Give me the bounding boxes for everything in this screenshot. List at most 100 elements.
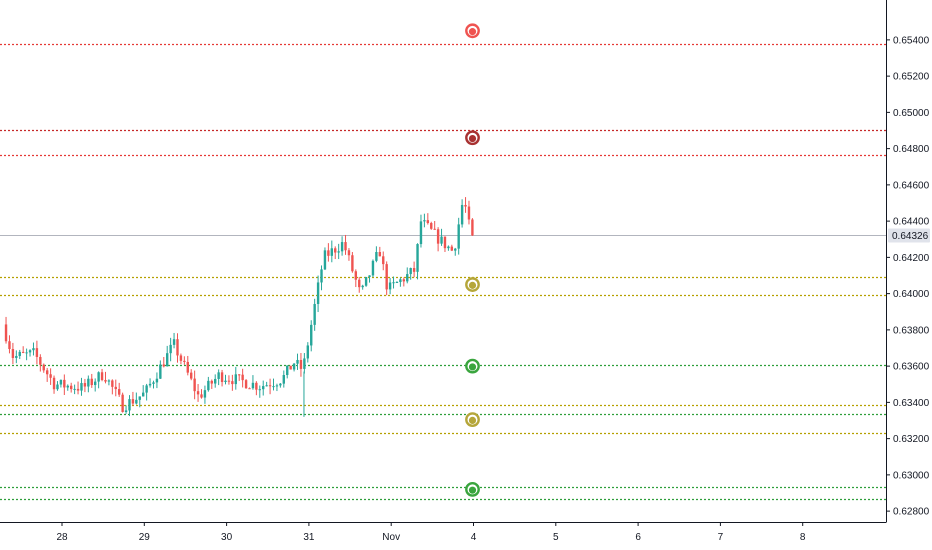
candle: [371, 259, 375, 278]
candle: [114, 379, 117, 397]
candle: [45, 367, 49, 382]
level-marker[interactable]: [465, 277, 480, 292]
candle: [406, 267, 409, 284]
level-marker[interactable]: [465, 481, 480, 497]
candle: [419, 214, 423, 248]
candle-body: [8, 341, 11, 350]
candle: [104, 371, 107, 384]
price-tick-label: 0.64600: [893, 180, 930, 191]
candle: [100, 368, 104, 382]
candle: [454, 247, 457, 256]
candle-body: [224, 380, 227, 382]
candle: [368, 275, 371, 283]
candle-body: [142, 392, 145, 397]
candle: [310, 320, 313, 352]
candle-body: [412, 268, 416, 272]
price-tick-label: 0.62800: [893, 507, 930, 518]
candle: [334, 246, 337, 260]
candle: [320, 265, 323, 291]
candle: [107, 379, 111, 386]
candle: [18, 349, 21, 360]
candle: [296, 353, 299, 370]
candle: [375, 246, 378, 263]
time-tick-label: 28: [56, 532, 68, 543]
level-marker[interactable]: [465, 130, 480, 146]
candle: [172, 332, 176, 349]
candle-body: [385, 264, 388, 290]
candle: [262, 380, 265, 396]
time-tick-label: 6: [635, 532, 641, 543]
plot-background: [0, 0, 886, 522]
candle: [87, 375, 90, 393]
candle: [402, 277, 406, 287]
candle-body: [214, 378, 217, 384]
candle-body: [358, 279, 361, 288]
candle-body: [378, 252, 382, 257]
candle: [467, 200, 471, 225]
candle-body: [316, 282, 320, 304]
candle: [11, 342, 15, 365]
candle: [265, 381, 268, 387]
time-tick-label: 8: [800, 532, 806, 543]
time-axis[interactable]: 28 29 30 31 Nov 4 5 6 7 8: [56, 522, 806, 543]
time-tick-label: 30: [221, 532, 233, 543]
candle-body: [42, 364, 45, 371]
candle-body: [368, 275, 371, 277]
candle-body: [282, 375, 285, 384]
time-tick-label: 29: [139, 532, 151, 543]
candle: [251, 375, 255, 390]
level-marker-dot: [468, 486, 477, 494]
candle: [392, 276, 395, 289]
candle: [28, 349, 32, 357]
candle: [430, 221, 433, 230]
candle-body: [83, 383, 87, 387]
candle-body: [406, 274, 409, 282]
candle: [155, 372, 159, 389]
candle-body: [303, 358, 306, 369]
candle: [464, 197, 467, 213]
candle-body: [69, 385, 73, 390]
candle: [15, 350, 18, 364]
candle: [395, 281, 399, 284]
candle-body: [399, 279, 402, 283]
candle: [382, 251, 385, 271]
candle: [244, 379, 248, 389]
candle-body: [241, 374, 244, 381]
candle-body: [251, 382, 255, 389]
candle-body: [63, 379, 66, 388]
candle-body: [138, 396, 141, 400]
candle-body: [152, 382, 155, 384]
candle-body: [334, 248, 337, 253]
candle: [111, 379, 114, 395]
candle-body: [193, 378, 196, 392]
candle-body: [159, 364, 162, 379]
candle-body: [354, 271, 358, 280]
candle: [4, 316, 8, 344]
candle: [258, 385, 261, 398]
price-axis[interactable]: 0.62800 0.63000 0.63200 0.63400 0.63600 0.638…: [886, 35, 930, 518]
candle-body: [323, 250, 327, 270]
level-marker[interactable]: [465, 358, 480, 374]
candle: [447, 245, 450, 251]
candle-body: [244, 380, 248, 389]
candle-body: [299, 359, 303, 369]
candle: [21, 346, 25, 354]
candle-body: [265, 385, 268, 387]
candle: [238, 374, 241, 381]
level-marker[interactable]: [465, 23, 480, 39]
candle: [121, 392, 124, 413]
level-marker[interactable]: [465, 412, 480, 427]
candle-body: [4, 324, 8, 342]
candle-body: [426, 220, 430, 224]
candle-body: [49, 374, 52, 378]
candle-body: [395, 282, 399, 284]
price-tick-label: 0.64200: [893, 253, 930, 264]
candle-body: [59, 379, 63, 385]
candle: [162, 357, 165, 368]
candle-body: [183, 360, 186, 362]
last-price-tag-background: [888, 228, 930, 243]
candle: [69, 382, 73, 393]
candle-body: [45, 370, 49, 375]
price-tick-label: 0.63000: [893, 470, 930, 481]
